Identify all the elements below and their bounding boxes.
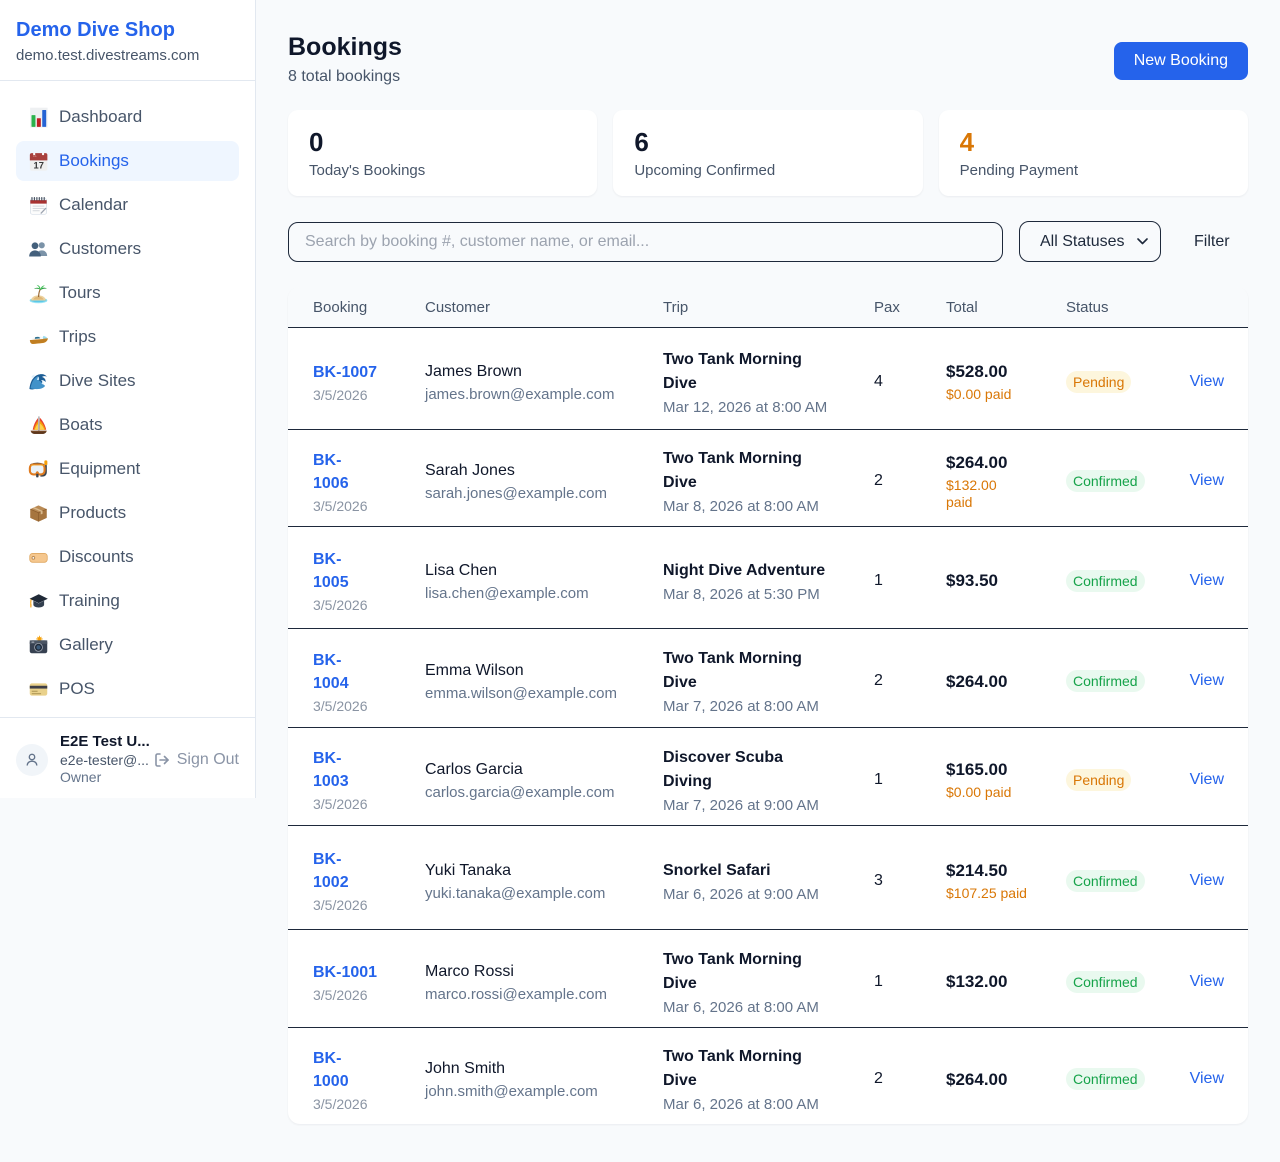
- svg-text:17: 17: [34, 160, 44, 170]
